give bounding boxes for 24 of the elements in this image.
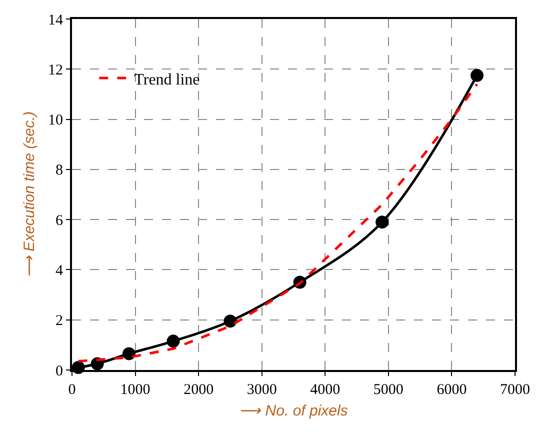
x-tick-label: 1000	[120, 382, 150, 398]
x-tick-label: 5000	[373, 382, 404, 398]
y-tick-label: 12	[48, 62, 63, 78]
x-tick-label: 7000	[500, 382, 530, 398]
point	[166, 334, 180, 348]
y-axis-title: ⟶ Execution time (sec.)	[20, 111, 38, 278]
point	[224, 314, 237, 328]
point	[376, 216, 389, 229]
y-tick-label: 8	[56, 162, 63, 179]
point	[470, 68, 484, 82]
y-tick-label: 6	[56, 212, 64, 229]
y-tick-label: 14	[48, 12, 64, 28]
x-tick-label: 2000	[184, 382, 214, 398]
point	[122, 347, 136, 360]
y-tick-label: 2	[56, 313, 63, 330]
y-tick-label: 0	[56, 363, 63, 380]
x-tick-label: 6000	[436, 382, 467, 398]
x-tick-label: 0	[68, 382, 76, 398]
y-tick-label: 10	[48, 112, 63, 129]
y-tick-label: 4	[56, 262, 64, 279]
x-axis-title: ⟶ No. of pixels	[239, 402, 348, 420]
legend-label: Trend line	[134, 71, 200, 88]
x-tick-label: 4000	[310, 382, 340, 398]
x-tick-label: 3000	[246, 382, 277, 398]
